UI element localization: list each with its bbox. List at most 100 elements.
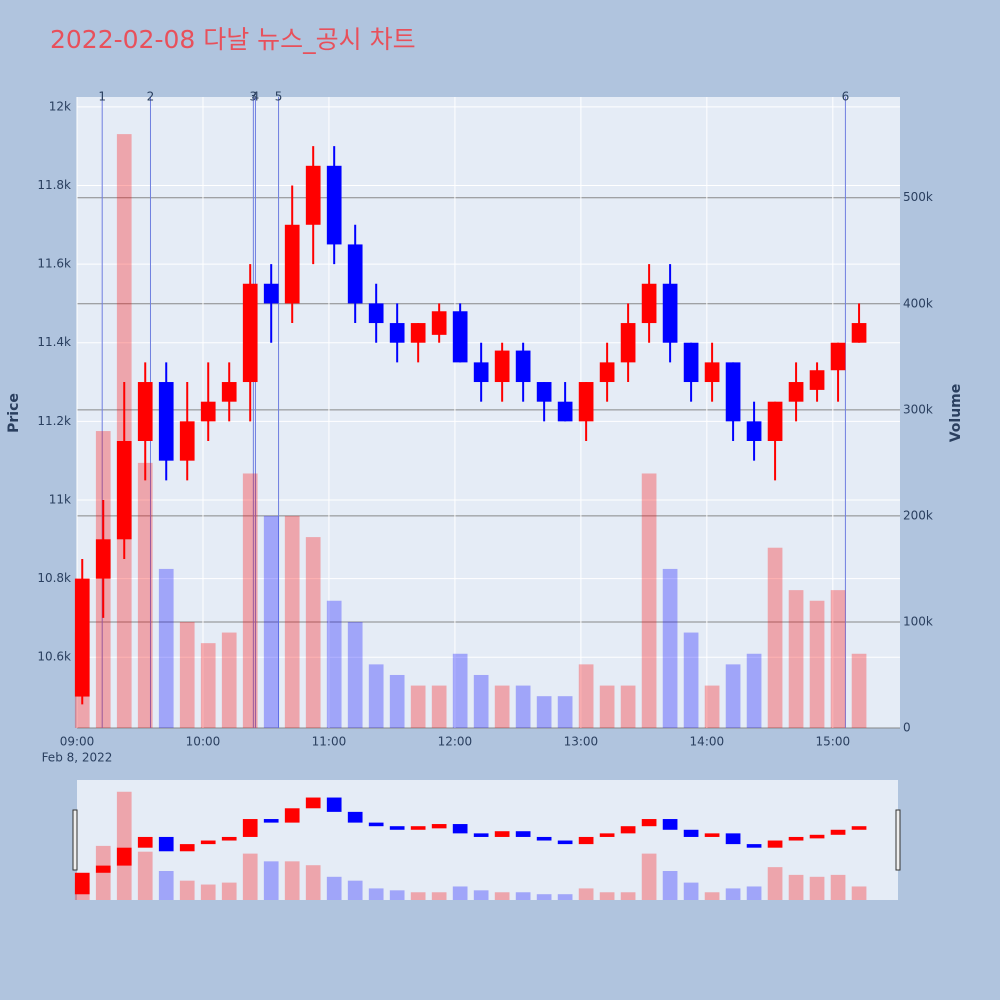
- slider-handle[interactable]: [72, 809, 78, 871]
- volume-bar: [578, 664, 594, 728]
- mini-volume-bar: [830, 874, 846, 900]
- mini-candle: [74, 872, 90, 895]
- candle-body: [221, 382, 237, 402]
- candle-body: [725, 362, 741, 422]
- mini-candle: [284, 808, 300, 823]
- volume-bar: [620, 685, 636, 728]
- mini-candle: [305, 797, 321, 809]
- x-tick-label: 10:00: [186, 735, 221, 749]
- candle-body: [116, 441, 132, 540]
- mini-volume-bar: [326, 876, 342, 900]
- y2-tick-label: 400k: [903, 296, 933, 310]
- mini-candle: [557, 840, 573, 845]
- mini-candle: [95, 865, 111, 873]
- mini-candle: [410, 826, 426, 830]
- mini-volume-bar: [179, 880, 195, 900]
- mini-volume-bar: [851, 886, 867, 900]
- mini-volume-bar: [767, 867, 783, 900]
- candle-body: [179, 421, 195, 461]
- mini-volume-bar: [116, 791, 132, 900]
- event-label: 2: [147, 90, 155, 104]
- mini-volume-bar: [557, 894, 573, 900]
- mini-candle: [599, 833, 615, 837]
- mini-volume-bar: [494, 892, 510, 900]
- volume-bar: [368, 664, 384, 728]
- volume-bar: [788, 590, 804, 728]
- y-tick-label: 12k: [49, 99, 71, 113]
- volume-bar: [431, 685, 447, 728]
- volume-bar: [536, 696, 552, 728]
- mini-candle: [263, 819, 279, 823]
- y2-tick-label: 0: [903, 721, 911, 735]
- mini-volume-bar: [725, 888, 741, 900]
- candle-body: [263, 283, 279, 304]
- mini-volume-bar: [389, 890, 405, 900]
- y2-tick-label: 500k: [903, 190, 933, 204]
- volume-bar: [263, 515, 279, 728]
- y-tick-label: 11.6k: [37, 257, 71, 271]
- mini-candle: [704, 833, 720, 837]
- mini-candle: [347, 811, 363, 823]
- x-tick-label: 09:00: [60, 735, 95, 749]
- candle-body: [578, 382, 594, 422]
- x-tick-label: 11:00: [312, 735, 347, 749]
- mini-volume-bar: [746, 886, 762, 900]
- mini-candle: [830, 829, 846, 835]
- candle-body: [473, 362, 489, 383]
- mini-volume-bar: [662, 871, 678, 900]
- volume-bar: [641, 473, 657, 728]
- volume-bar: [284, 515, 300, 728]
- y-tick-label: 11k: [49, 492, 71, 506]
- candle-body: [305, 165, 321, 225]
- x-tick-label: 12:00: [438, 735, 473, 749]
- candle-body: [767, 401, 783, 442]
- volume-bar: [137, 462, 153, 728]
- x-date-label: Feb 8, 2022: [42, 751, 113, 765]
- candle-body: [662, 283, 678, 343]
- volume-bar: [347, 621, 363, 728]
- y-tick-label: 10.6k: [37, 650, 71, 664]
- mini-volume-bar: [788, 874, 804, 900]
- slider-handle[interactable]: [895, 809, 901, 871]
- mini-candle: [389, 826, 405, 830]
- y2-tick-label: 200k: [903, 508, 933, 522]
- volume-bar: [830, 590, 846, 728]
- x-tick-label: 15:00: [816, 735, 851, 749]
- y-tick-label: 11.4k: [37, 335, 71, 349]
- candle-body: [326, 165, 342, 245]
- mini-volume-bar: [368, 888, 384, 900]
- candle-body: [683, 342, 699, 383]
- mini-volume-bar: [200, 884, 216, 900]
- mini-candle: [578, 836, 594, 845]
- candle-body: [599, 362, 615, 383]
- mini-volume-bar: [431, 892, 447, 900]
- mini-candle: [116, 847, 132, 866]
- event-label: 1: [98, 90, 106, 104]
- mini-volume-bar: [641, 853, 657, 900]
- mini-candle: [452, 824, 468, 834]
- mini-candle: [242, 819, 258, 837]
- volume-bar: [599, 685, 615, 728]
- volume-bar: [305, 537, 321, 728]
- candle-body: [410, 323, 426, 343]
- y-axis-title: Price: [6, 393, 22, 433]
- mini-candle: [515, 831, 531, 837]
- candle-body: [851, 323, 867, 343]
- volume-bar: [746, 653, 762, 728]
- volume-bar: [683, 632, 699, 728]
- mini-volume-bar: [515, 892, 531, 900]
- mini-candle: [221, 836, 237, 841]
- y2-tick-label: 300k: [903, 402, 933, 416]
- volume-bar: [242, 473, 258, 728]
- mini-candle: [662, 819, 678, 830]
- candle-body: [557, 401, 573, 422]
- candle-body: [74, 578, 90, 697]
- mini-candle: [179, 844, 195, 852]
- mini-candle: [494, 831, 510, 837]
- candle-body: [620, 323, 636, 363]
- volume-bar: [389, 674, 405, 728]
- mini-volume-bar: [95, 845, 111, 900]
- range-slider[interactable]: [77, 780, 898, 900]
- candle-body: [242, 283, 258, 383]
